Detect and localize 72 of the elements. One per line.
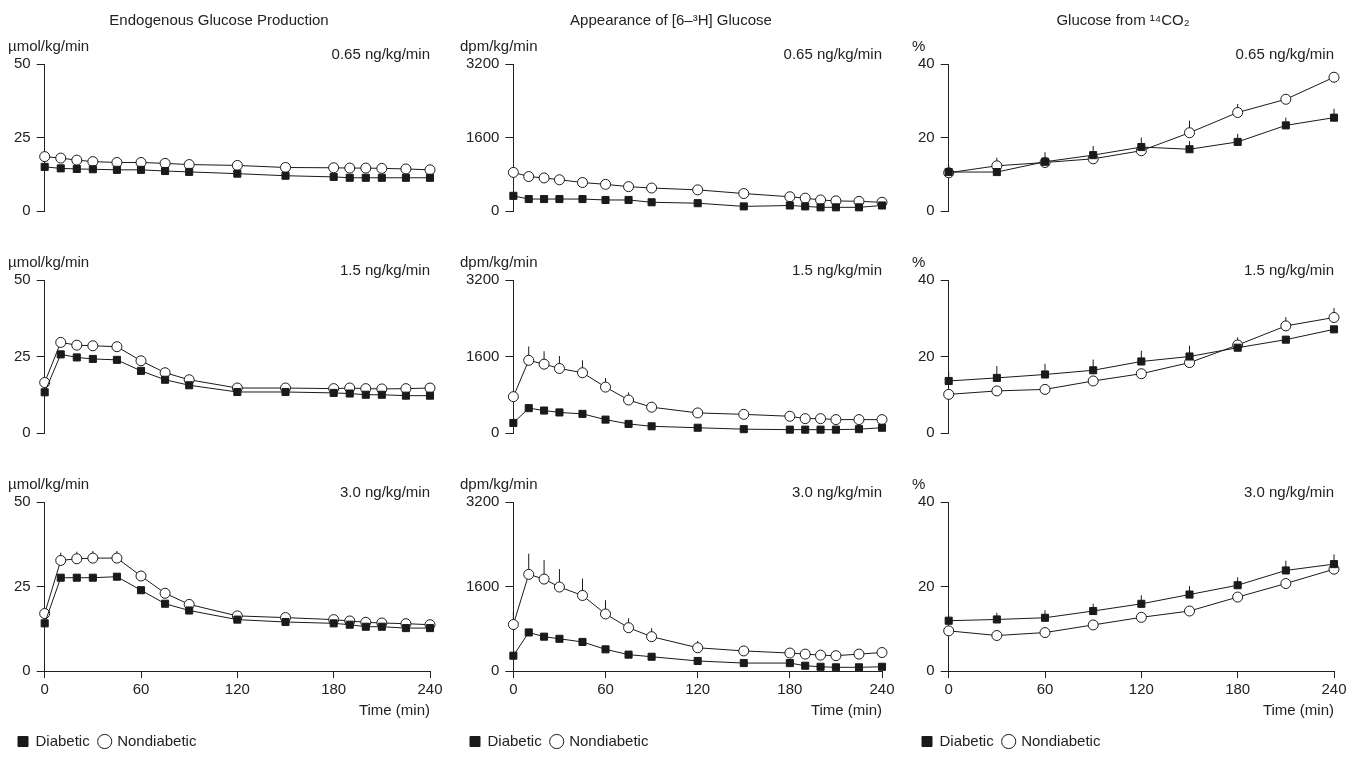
x-tick-label: 240 [869, 680, 895, 698]
y-tick-label: 0 [491, 423, 500, 441]
y-tick-label: 0 [926, 661, 935, 679]
x-tick-label: 120 [685, 680, 711, 698]
x-tick-label: 180 [777, 680, 803, 698]
x-tick-label: 0 [40, 680, 49, 698]
x-tick-label: 120 [1128, 680, 1154, 698]
text: 0.65 ng/kg/min [1235, 44, 1334, 62]
y-tick-label: 0 [22, 201, 31, 219]
text: 1.5 ng/kg/min [339, 260, 430, 278]
y-tick-label: 50 [14, 270, 31, 288]
text: 0.65 ng/kg/min [783, 44, 882, 62]
legend-label: Diabetic [939, 731, 995, 749]
x-tick-label: 60 [132, 680, 150, 698]
y-tick-label: 3200 [465, 54, 500, 72]
y-tick-label: 3200 [465, 492, 500, 510]
y-tick-label: 25 [14, 576, 31, 594]
x-tick-label: 240 [417, 680, 443, 698]
y-axis-title: µmol/kg/min [8, 36, 90, 54]
y-tick-label: 0 [491, 201, 500, 219]
legend-label: Diabetic [487, 731, 543, 749]
y-tick-label: 1600 [465, 576, 500, 594]
x-axis-title: Time (min) [358, 701, 430, 719]
y-tick-label: 3200 [465, 270, 500, 288]
y-tick-label: 40 [918, 492, 935, 510]
y-tick-label: 20 [918, 346, 935, 364]
y-tick-label: 0 [22, 661, 31, 679]
legend-label: Diabetic [35, 731, 91, 749]
y-axis-title: dpm/kg/min [460, 252, 538, 270]
y-axis-title: dpm/kg/min [460, 474, 538, 492]
y-tick-label: 50 [14, 492, 31, 510]
x-tick-label: 0 [509, 680, 518, 698]
y-tick-label: 20 [918, 127, 935, 145]
y-axis-title: µmol/kg/min [8, 252, 90, 270]
y-tick-label: 40 [918, 54, 935, 72]
text: 1.5 ng/kg/min [1243, 260, 1334, 278]
text: 3.0 ng/kg/min [339, 482, 430, 500]
y-axis-title: % [912, 474, 926, 492]
y-axis-title: µmol/kg/min [8, 474, 90, 492]
y-tick-label: 25 [14, 127, 31, 145]
chart-title: Endogenous Glucose Production [109, 11, 329, 29]
x-tick-label: 0 [944, 680, 953, 698]
text: 1.5 ng/kg/min [791, 260, 882, 278]
y-tick-label: 25 [14, 346, 31, 364]
text: 0.65 ng/kg/min [331, 44, 430, 62]
x-tick-label: 240 [1321, 680, 1347, 698]
y-tick-label: 0 [926, 423, 935, 441]
x-tick-label: 60 [1036, 680, 1054, 698]
y-tick-label: 0 [22, 423, 31, 441]
legend-label: Nondiabetic [569, 731, 649, 749]
x-tick-label: 60 [597, 680, 614, 698]
x-axis-title: Time (min) [1262, 701, 1334, 719]
text: 3.0 ng/kg/min [1243, 482, 1334, 500]
y-axis-title: dpm/kg/min [460, 36, 538, 54]
y-axis-title: % [912, 36, 926, 54]
y-tick-label: 20 [918, 576, 935, 594]
y-tick-label: 0 [491, 661, 500, 679]
y-axis-title: % [912, 252, 926, 270]
chart-title: Glucose from ¹⁴CO₂ [1056, 11, 1190, 29]
x-tick-label: 180 [321, 680, 347, 698]
y-tick-label: 1600 [465, 127, 500, 145]
y-tick-label: 50 [14, 54, 31, 72]
y-tick-label: 40 [918, 270, 935, 288]
legend-label: Nondiabetic [117, 731, 197, 749]
x-axis-title: Time (min) [810, 701, 882, 719]
legend-label: Nondiabetic [1021, 731, 1101, 749]
x-tick-label: 120 [224, 680, 250, 698]
y-tick-label: 0 [926, 201, 935, 219]
x-tick-label: 180 [1225, 680, 1251, 698]
chart-title: Appearance of [6–³H] Glucose [570, 11, 772, 29]
text: 3.0 ng/kg/min [791, 482, 882, 500]
y-tick-label: 1600 [465, 346, 500, 364]
